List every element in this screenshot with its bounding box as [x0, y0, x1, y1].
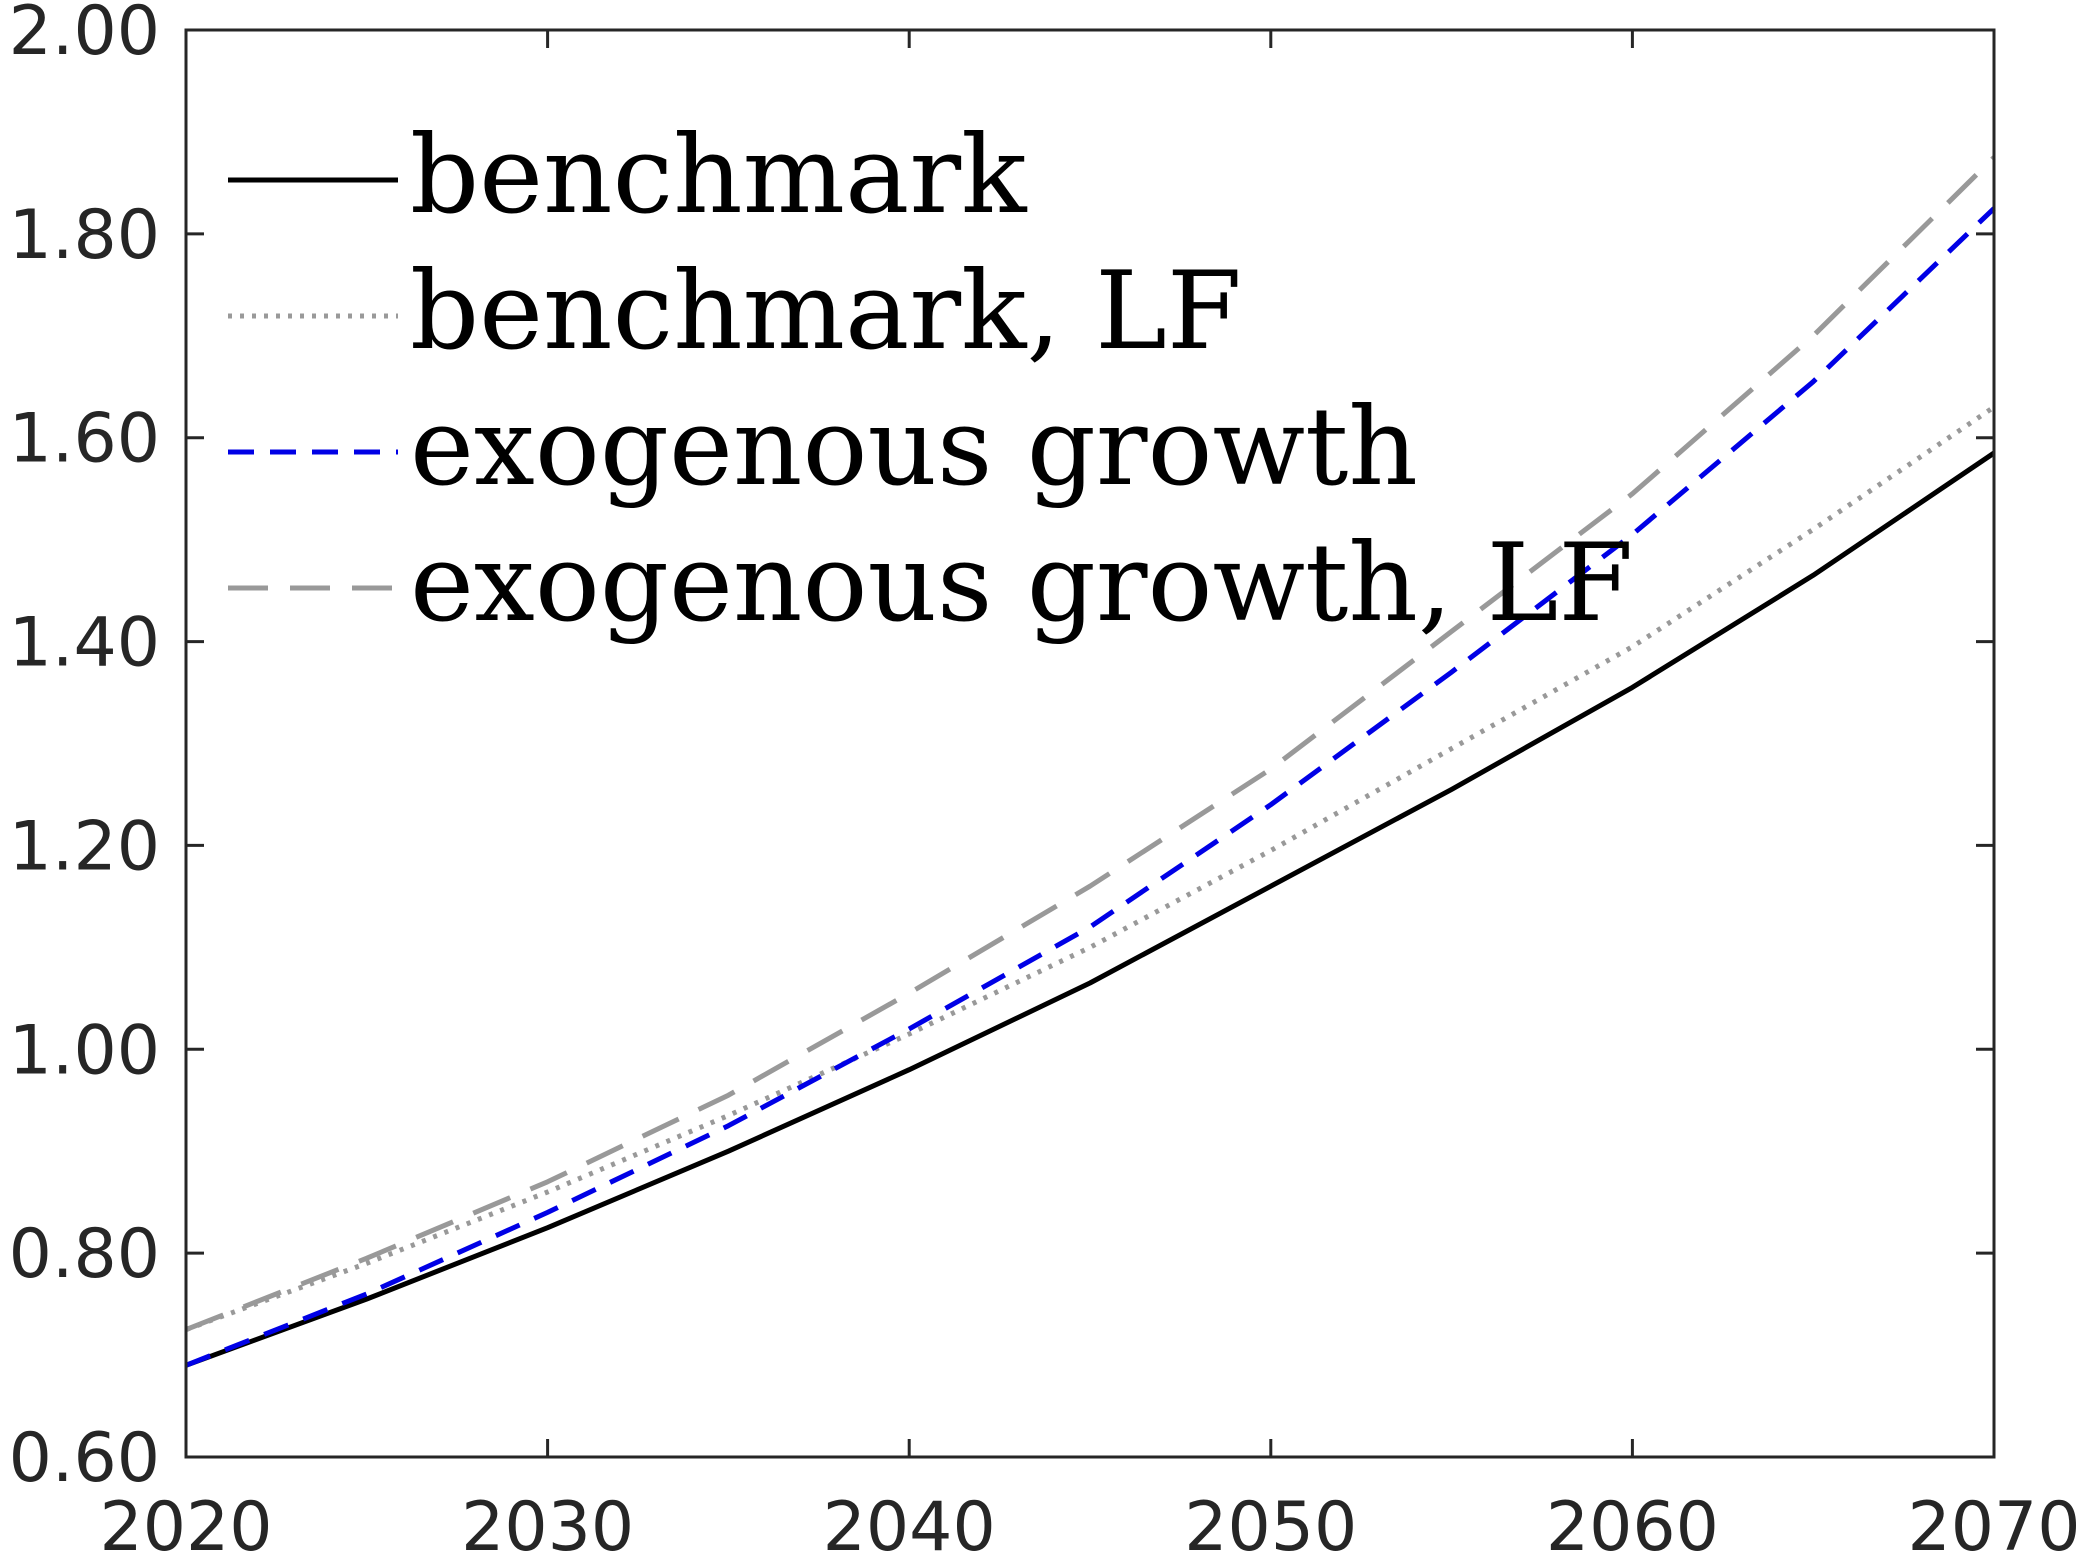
legend-label-2: benchmark, LF: [410, 249, 1242, 374]
series-layer: [185, 155, 1996, 1368]
y-tick-label: 1.60: [9, 400, 160, 479]
y-tick-label: 0.60: [9, 1419, 160, 1498]
y-tick-label: 1.00: [9, 1011, 160, 1090]
plot-area: [186, 30, 1994, 1457]
y-tick-label: 0.80: [9, 1215, 160, 1294]
series-line-4: [185, 155, 1996, 1332]
x-tick-label: 2050: [1184, 1488, 1357, 1554]
axes-frame: [184, 28, 1996, 1459]
legend-label-3: exogenous growth: [410, 385, 1418, 510]
legend-label-4: exogenous growth, LF: [410, 521, 1633, 646]
legend-label-1: benchmark: [410, 113, 1028, 238]
x-tick-label: 2020: [99, 1488, 272, 1554]
x-tick-label: 2070: [1907, 1488, 2080, 1554]
x-tick-label: 2040: [823, 1488, 996, 1554]
x-tick-label: 2060: [1546, 1488, 1719, 1554]
tick-layer: 2020 2030 2040 2050 2060 2070 0.60 0.80 1.00 1.20…: [9, 0, 2081, 1554]
y-tick-label: 1.40: [9, 604, 160, 683]
y-tick-label: 1.80: [9, 196, 160, 275]
series-line-1: [185, 450, 1996, 1368]
y-tick-label: 1.20: [9, 807, 160, 886]
y-tick-label: 2.00: [9, 0, 160, 71]
x-tick-label: 2030: [461, 1488, 634, 1554]
